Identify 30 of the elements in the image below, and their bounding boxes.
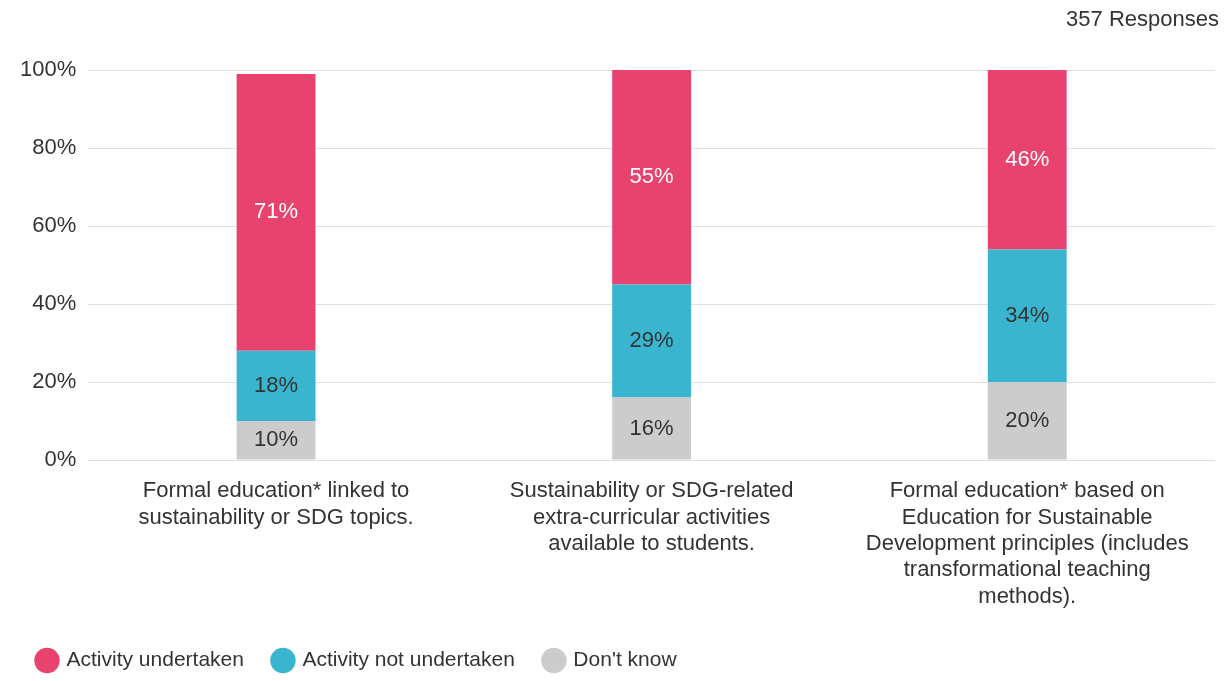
data-label: 16%	[629, 414, 674, 440]
bar	[236, 73, 316, 351]
y-tick-label: 100%	[19, 56, 77, 82]
y-tick-label: 40%	[32, 290, 77, 316]
bar	[987, 249, 1067, 382]
y-tick-label: 0%	[44, 446, 77, 472]
data-label: 46%	[1005, 145, 1050, 171]
text: 357 Responses	[1066, 6, 1219, 32]
bar	[612, 284, 692, 398]
legend-label: Activity not undertaken	[302, 647, 515, 671]
data-label: 71%	[254, 198, 299, 224]
bar	[987, 70, 1067, 250]
data-label: 20%	[1005, 406, 1050, 432]
y-tick-label: 60%	[32, 212, 77, 238]
bar	[612, 397, 692, 460]
data-label: 29%	[629, 327, 674, 353]
legend-label: Activity undertaken	[66, 647, 244, 671]
x-tick-label: Formal education* based on Education for Sustainable Development principles (includes transformational teaching methods).	[865, 477, 1189, 608]
data-label: 10%	[254, 426, 299, 452]
x-tick-label: Formal education* linked to sustainability or SDG topics.	[138, 477, 414, 529]
bar	[612, 70, 692, 285]
legend-label: Don't know	[573, 647, 678, 671]
y-tick-label: 20%	[32, 368, 77, 394]
bar	[987, 382, 1067, 460]
y-tick-label: 80%	[32, 134, 77, 160]
data-label: 34%	[1005, 301, 1050, 327]
data-label: 55%	[629, 163, 674, 189]
x-tick-label: Sustainability or SDG-related extra-curricular activities available to students.	[509, 477, 794, 556]
data-label: 18%	[254, 371, 299, 397]
bar	[236, 350, 316, 421]
